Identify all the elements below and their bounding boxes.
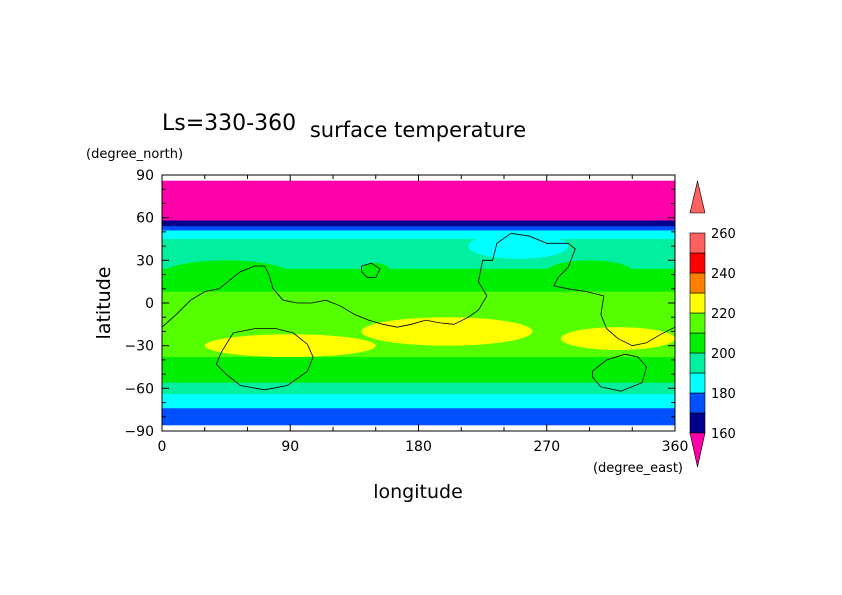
colorbar-segment-0 xyxy=(689,412,706,434)
x-axis: 0 90 180 270 360 xyxy=(158,175,689,455)
x-unit-label: (degree_east) xyxy=(593,461,683,476)
y-tick-label: −90 xyxy=(124,424,154,440)
x-tick-label: 270 xyxy=(533,439,560,455)
temperature-band-6 xyxy=(162,291,675,321)
temperature-patch-layer xyxy=(162,233,675,358)
colorbar-segment-1 xyxy=(689,392,706,414)
temperature-patch-3 xyxy=(162,260,291,289)
y-tick-label: 0 xyxy=(145,296,154,312)
temperature-patch-1 xyxy=(361,263,390,281)
colorbar-segment-8 xyxy=(689,252,706,274)
plot-area xyxy=(162,175,675,431)
colorbar-segment-2 xyxy=(689,372,706,394)
colorbar-segment-4 xyxy=(689,332,706,354)
colorbar-segment-7 xyxy=(689,272,706,294)
contour-line-2 xyxy=(361,262,381,278)
colorbar-over-arrow xyxy=(689,180,706,214)
temperature-band-0 xyxy=(162,180,675,225)
y-tick-label: −60 xyxy=(124,381,154,397)
colorbar: 160 180 200 220 240 260 xyxy=(689,180,736,468)
colorbar-segment-9 xyxy=(689,232,706,254)
x-axis-label: longitude xyxy=(373,481,463,503)
x-tick-label: 0 xyxy=(158,439,167,455)
temperature-band-8 xyxy=(162,357,675,386)
temperature-band-2 xyxy=(162,226,675,234)
temperature-fill-layer xyxy=(162,180,675,426)
y-unit-label: (degree_north) xyxy=(86,147,183,162)
x-tick-label: 180 xyxy=(405,439,432,455)
temperature-band-11 xyxy=(162,408,675,426)
colorbar-label: 260 xyxy=(711,227,736,242)
contour-lines-layer xyxy=(162,232,675,392)
colorbar-label: 240 xyxy=(711,267,736,282)
temperature-patch-4 xyxy=(204,334,376,358)
temperature-patch-2 xyxy=(546,260,633,284)
colorbar-segment-6 xyxy=(689,292,706,314)
x-tick-label: 90 xyxy=(281,439,299,455)
x-tick-label: 360 xyxy=(662,439,689,455)
y-axis: 90 60 30 0 −30 −60 −90 xyxy=(124,168,675,440)
y-tick-label: 60 xyxy=(136,211,154,227)
y-tick-label: 90 xyxy=(136,168,154,184)
temperature-patch-0 xyxy=(468,233,569,259)
colorbar-under-arrow xyxy=(689,432,706,468)
colorbar-segment-5 xyxy=(689,312,706,334)
temperature-patch-5 xyxy=(361,317,533,346)
contour-line-0 xyxy=(162,232,675,347)
contour-line-3 xyxy=(592,353,647,392)
colorbar-label: 200 xyxy=(711,347,736,362)
temperature-band-9 xyxy=(162,382,675,397)
chart-subtitle: Ls=330-360 xyxy=(162,111,296,136)
temperature-band-3 xyxy=(162,230,675,242)
y-tick-label: −30 xyxy=(124,339,154,355)
temperature-band-10 xyxy=(162,394,675,412)
y-axis-label: latitude xyxy=(93,267,115,340)
chart-title: surface temperature xyxy=(310,118,526,142)
colorbar-label: 180 xyxy=(711,387,736,402)
temperature-band-1 xyxy=(162,220,675,230)
contour-line-1 xyxy=(215,328,314,391)
y-tick-label: 30 xyxy=(136,253,154,269)
colorbar-segment-3 xyxy=(689,352,706,374)
colorbar-label: 220 xyxy=(711,307,736,322)
colorbar-label: 160 xyxy=(711,427,736,442)
